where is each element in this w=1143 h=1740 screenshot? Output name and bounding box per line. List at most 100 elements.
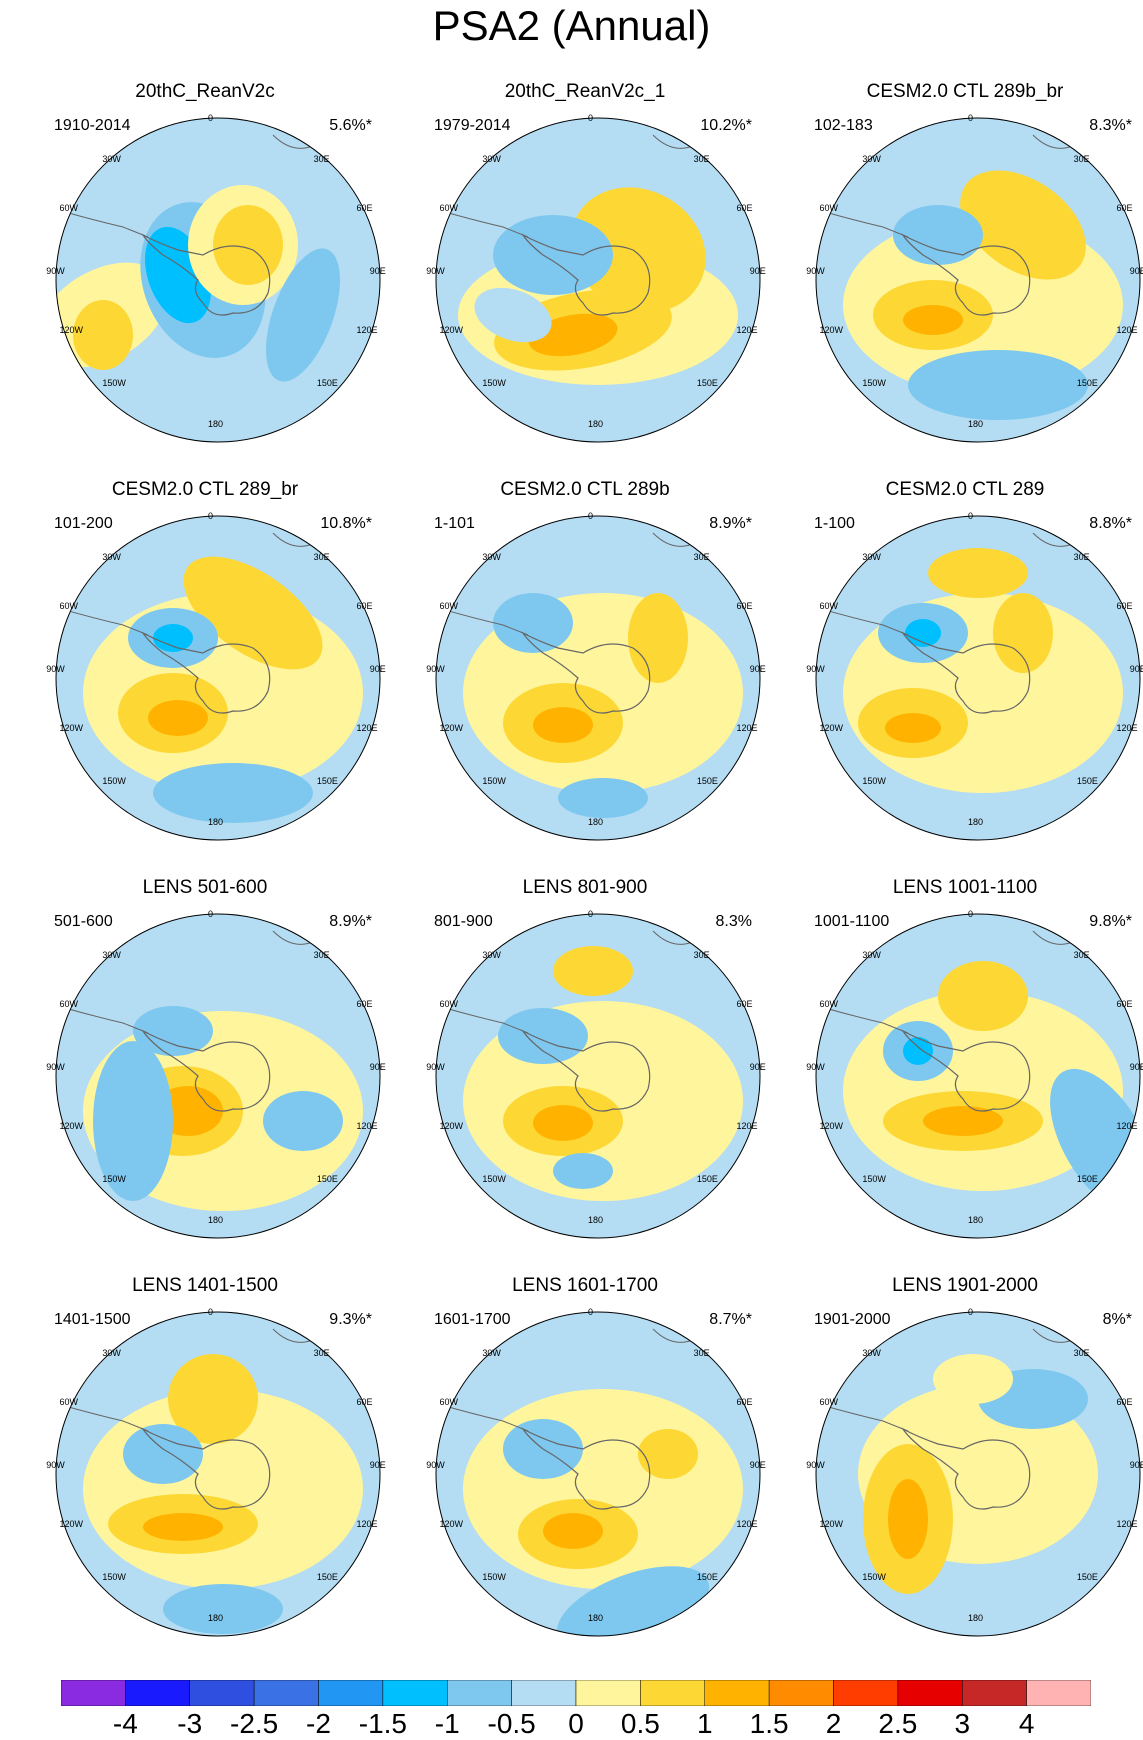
map-panel: LENS 1001-1100 1001-1100 9.8%* 0 30E 60E 90E 12… bbox=[780, 796, 1143, 1239]
longitude-label: 150W bbox=[862, 776, 886, 787]
longitude-label: 0 bbox=[588, 510, 594, 521]
antarctica-coastline bbox=[901, 1427, 1031, 1510]
map-panel: LENS 501-600 501-600 8.9%* 0 30E 60E 90E 120E 15… bbox=[20, 796, 390, 1239]
longitude-label: 150W bbox=[482, 1174, 506, 1185]
longitude-label: 90W bbox=[426, 1460, 445, 1470]
south-america-coastline bbox=[437, 1005, 529, 1034]
longitude-label: 30E bbox=[693, 1347, 710, 1358]
longitude-label: 120E bbox=[356, 325, 378, 336]
polar-map bbox=[55, 515, 381, 841]
longitude-label: 90E bbox=[749, 266, 766, 276]
polar-map bbox=[435, 913, 761, 1239]
longitude-label: 90E bbox=[749, 664, 766, 674]
antarctica-coastline bbox=[141, 631, 271, 714]
longitude-label: 60W bbox=[59, 1397, 79, 1408]
longitude-label: 150W bbox=[862, 1572, 886, 1583]
longitude-label: 120W bbox=[819, 723, 844, 734]
anomaly-contour bbox=[474, 287, 552, 343]
anomaly-contour bbox=[570, 187, 706, 313]
longitude-label: 90W bbox=[806, 1460, 825, 1470]
anomaly-contour bbox=[993, 593, 1053, 673]
longitude-label: 30E bbox=[313, 551, 330, 562]
anomaly-contour bbox=[133, 1006, 213, 1056]
longitude-label: 180 bbox=[588, 1215, 604, 1226]
panel-title: CESM2.0 CTL 289b bbox=[500, 479, 670, 500]
colorbar-swatch bbox=[447, 1680, 512, 1706]
longitude-label: 120E bbox=[1116, 1121, 1138, 1132]
map-border bbox=[815, 913, 1141, 1239]
longitude-label: 90W bbox=[426, 266, 445, 276]
period-label: 1901-2000 bbox=[814, 1311, 891, 1328]
longitude-label: 150E bbox=[1076, 1174, 1098, 1185]
anomaly-contour bbox=[148, 700, 208, 736]
anomaly-contour bbox=[888, 1479, 928, 1559]
variance-percent: 8.9%* bbox=[709, 515, 752, 532]
colorbar-swatch bbox=[253, 1680, 319, 1706]
map-panel: LENS 1401-1500 1401-1500 9.3%* 0 30E 60E 90E 12… bbox=[20, 1194, 390, 1637]
longitude-label: 30W bbox=[482, 1347, 501, 1358]
longitude-label: 90W bbox=[806, 664, 825, 674]
longitude-label: 150W bbox=[102, 1572, 126, 1583]
map-panel: CESM2.0 CTL 289_br 101-200 10.8%* 0 30E 60E 90… bbox=[20, 398, 390, 841]
longitude-label: 30E bbox=[1073, 1347, 1090, 1358]
polar-map bbox=[55, 117, 381, 443]
panel-title: LENS 801-900 bbox=[522, 877, 648, 898]
anomaly-contour bbox=[213, 205, 283, 285]
period-label: 101-200 bbox=[54, 515, 113, 532]
map-panel: CESM2.0 CTL 289b_br 102-183 8.3%* 0 30E 60E 90… bbox=[780, 0, 1143, 443]
period-label: 1401-1500 bbox=[54, 1311, 131, 1328]
longitude-label: 30W bbox=[102, 551, 121, 562]
map-panel: CESM2.0 CTL 289b 1-101 8.9%* 0 30E 60E 90E 120E… bbox=[400, 398, 770, 841]
period-label: 1001-1100 bbox=[814, 913, 890, 930]
colorbar-tick-label: 2 bbox=[825, 1708, 842, 1739]
anomaly-contour bbox=[263, 1091, 343, 1151]
longitude-label: 60W bbox=[439, 999, 459, 1010]
longitude-label: 90W bbox=[426, 1062, 445, 1072]
longitude-label: 60E bbox=[736, 1397, 753, 1408]
longitude-label: 30W bbox=[862, 1347, 881, 1358]
longitude-label: 0 bbox=[588, 1306, 594, 1317]
longitude-label: 90W bbox=[426, 664, 445, 674]
longitude-label: 0 bbox=[968, 112, 974, 123]
colorbar-tick-label: -3 bbox=[177, 1708, 203, 1739]
longitude-label: 30W bbox=[482, 949, 501, 960]
south-america-coastline bbox=[817, 607, 909, 636]
period-label: 1979-2014 bbox=[434, 117, 511, 134]
variance-percent: 10.2%* bbox=[700, 117, 752, 134]
anomaly-contour bbox=[266, 248, 340, 382]
longitude-label: 60E bbox=[1116, 1397, 1133, 1408]
south-america-coastline bbox=[817, 209, 909, 238]
longitude-label: 150E bbox=[1076, 378, 1098, 389]
longitude-label: 30E bbox=[313, 153, 330, 164]
colorbar-tick-label: 1 bbox=[696, 1708, 713, 1739]
panel-title: CESM2.0 CTL 289_br bbox=[111, 479, 299, 500]
variance-percent: 5.6%* bbox=[329, 117, 372, 134]
longitude-label: 180 bbox=[588, 817, 604, 828]
south-america-coastline bbox=[437, 209, 529, 238]
map-border bbox=[55, 117, 381, 443]
longitude-label: 60W bbox=[59, 601, 79, 612]
colorbar-tick-label: -2 bbox=[306, 1708, 331, 1739]
south-america-coastline bbox=[57, 1403, 149, 1432]
polar-map bbox=[815, 515, 1141, 841]
longitude-label: 60W bbox=[439, 203, 459, 214]
polar-map bbox=[55, 913, 381, 1239]
colorbar-tick-label: 3 bbox=[954, 1708, 971, 1739]
colorbar-swatch bbox=[575, 1680, 641, 1706]
colorbar-swatch bbox=[640, 1680, 705, 1706]
longitude-label: 30E bbox=[1073, 949, 1090, 960]
variance-percent: 8.9%* bbox=[329, 913, 372, 930]
longitude-label: 120W bbox=[439, 723, 464, 734]
anomaly-contour bbox=[123, 1424, 203, 1484]
colorbar-tick-label: -1 bbox=[434, 1708, 460, 1739]
longitude-label: 60W bbox=[819, 601, 839, 612]
longitude-label: 60W bbox=[59, 999, 79, 1010]
antarctica-coastline bbox=[901, 631, 1031, 714]
antarctica-coastline bbox=[901, 1029, 1031, 1112]
longitude-label: 60E bbox=[1116, 601, 1133, 612]
antarctica-coastline bbox=[141, 233, 271, 316]
panel-title: 20thC_ReanV2c bbox=[135, 81, 275, 102]
colorbar-tick-label: -1.5 bbox=[358, 1708, 407, 1739]
longitude-label: 180 bbox=[968, 1613, 984, 1624]
longitude-label: 150E bbox=[1076, 1572, 1098, 1583]
